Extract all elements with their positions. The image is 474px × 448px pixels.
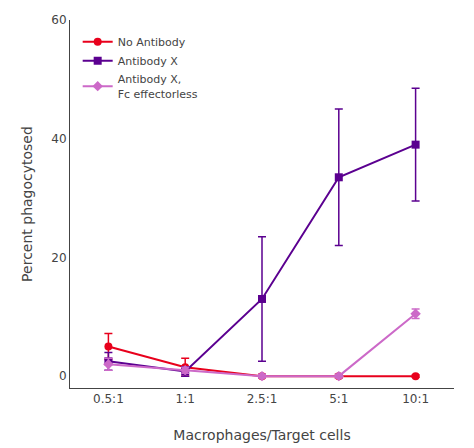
svg-text:No Antibody: No Antibody: [118, 36, 186, 49]
svg-text:Antibody X: Antibody X: [118, 55, 179, 68]
svg-text:10:1: 10:1: [402, 392, 429, 406]
svg-text:0: 0: [59, 369, 67, 383]
svg-text:40: 40: [51, 132, 66, 146]
svg-text:60: 60: [51, 13, 66, 27]
svg-text:5:1: 5:1: [329, 392, 348, 406]
svg-text:Antibody X,Fc effectorless: Antibody X,Fc effectorless: [118, 73, 198, 100]
svg-text:2.5:1: 2.5:1: [247, 392, 278, 406]
svg-text:1:1: 1:1: [176, 392, 195, 406]
svg-text:Macrophages/Target cells: Macrophages/Target cells: [173, 427, 350, 443]
svg-text:20: 20: [51, 251, 66, 265]
svg-text:Percent phagocytosed: Percent phagocytosed: [19, 126, 35, 282]
svg-text:0.5:1: 0.5:1: [93, 392, 124, 406]
